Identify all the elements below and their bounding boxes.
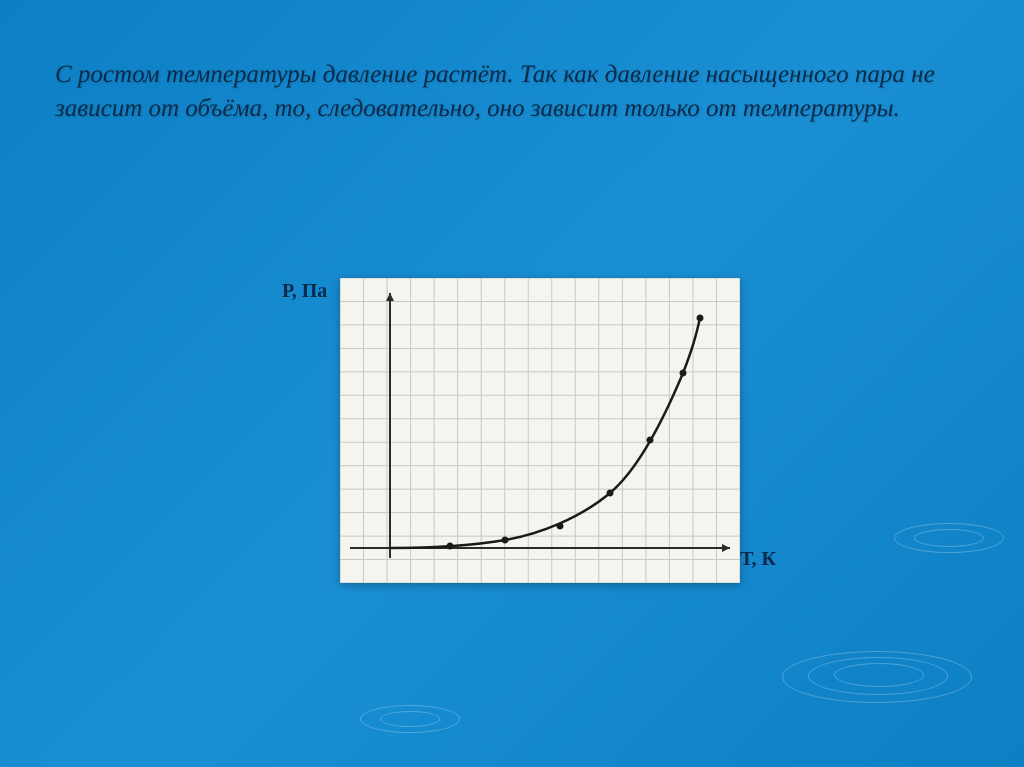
slide-body-text: С ростом температуры давление растёт. Та…: [55, 58, 969, 126]
x-axis-label: Т, К: [740, 548, 776, 571]
ripple-deco: [894, 523, 1004, 553]
chart-plot-area: Т, К: [340, 278, 740, 583]
pressure-temperature-chart: Р, Па Т, К: [270, 268, 740, 618]
y-axis-label: Р, Па: [282, 280, 327, 303]
chart-svg: [340, 278, 740, 583]
ripple-deco: [782, 651, 972, 703]
ripple-deco: [360, 705, 460, 733]
